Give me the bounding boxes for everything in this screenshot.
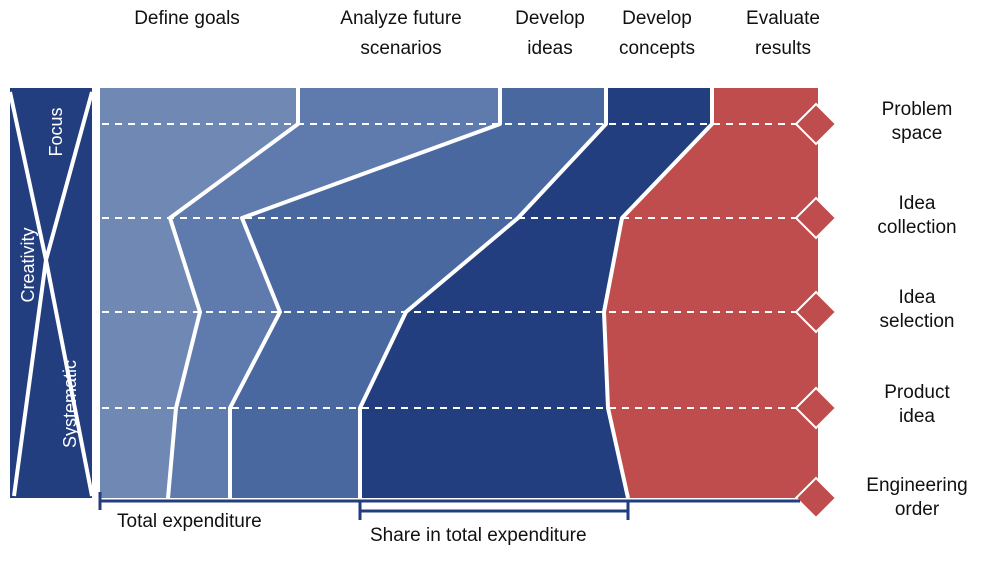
total-expenditure-label: Total expenditure xyxy=(117,511,262,532)
phase-header-define-goals: Define goals xyxy=(134,8,240,29)
diamond-product-idea xyxy=(794,386,838,430)
creativity-label: Creativity xyxy=(18,227,38,302)
diamond-idea-selection xyxy=(794,290,838,334)
boundary-2 xyxy=(228,88,502,498)
diamond-idea-collection xyxy=(794,196,838,240)
band-analyze-scenarios xyxy=(168,88,500,498)
phase-bands xyxy=(100,88,818,498)
phase-header-develop-concepts: Develop concepts xyxy=(618,8,696,59)
funnel-stem-right xyxy=(44,259,94,497)
boundary-3 xyxy=(358,88,608,498)
band-develop-ideas xyxy=(230,88,606,498)
stage-label-product-idea: Product idea xyxy=(884,382,950,427)
stage-label-problem-space: Problem space xyxy=(881,99,953,144)
band-evaluate-results xyxy=(604,88,818,498)
diamond-problem-space xyxy=(794,102,838,146)
band-develop-concepts xyxy=(360,88,712,498)
phase-header-evaluate-results: Evaluate results xyxy=(746,8,820,59)
stage-lines xyxy=(102,123,816,409)
share-expenditure-label: Share in total expenditure xyxy=(370,525,587,546)
stage-diamonds xyxy=(794,102,838,520)
systematic-label: Systematic xyxy=(60,360,80,448)
phase-header-develop-ideas: Develop ideas xyxy=(515,8,585,59)
phase-header-analyze-scenarios: Analyze future scenarios xyxy=(340,8,462,59)
boundary-4 xyxy=(602,88,714,499)
band-define-goals xyxy=(100,88,298,498)
diamond-engineering-order xyxy=(794,476,838,520)
funnel-stem xyxy=(12,259,48,497)
band-boundaries xyxy=(166,88,714,499)
side-panel: Focus Creativity Systematic xyxy=(8,88,94,498)
stage-label-idea-selection: Idea selection xyxy=(879,287,955,332)
bottom-axis xyxy=(98,492,800,520)
focus-label: Focus xyxy=(46,107,66,156)
stage-label-idea-collection: Idea collection xyxy=(877,193,957,238)
stage-label-engineering-order: Engineering order xyxy=(866,475,968,520)
boundary-1 xyxy=(166,88,300,499)
